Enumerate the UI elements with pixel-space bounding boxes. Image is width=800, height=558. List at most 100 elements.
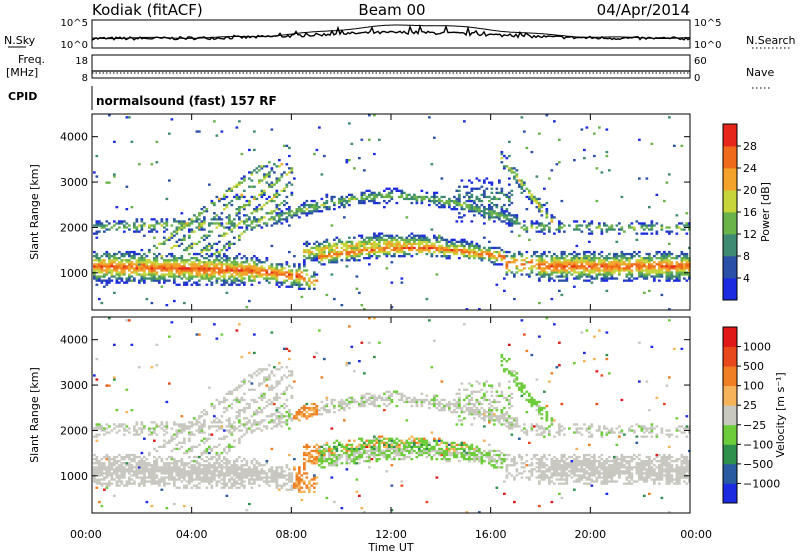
velocity-cell: [93, 436, 96, 438]
power-cell: [373, 237, 376, 239]
velocity-cell: [261, 476, 264, 478]
velocity-cell: [161, 472, 164, 474]
power-cell: [591, 261, 594, 263]
power-cell: [541, 259, 544, 261]
velocity-cell: [186, 464, 189, 466]
velocity-cell: [226, 460, 229, 462]
power-cell: [371, 237, 374, 239]
power-cell: [166, 267, 169, 269]
velocity-cell: [291, 372, 294, 374]
power-cell: [321, 255, 324, 257]
power-cell: [583, 257, 586, 259]
power-cell: [483, 237, 486, 239]
power-cell: [481, 200, 484, 202]
power-cell: [553, 120, 556, 122]
power-cell: [473, 247, 476, 249]
power-cell: [533, 253, 536, 255]
power-cell: [293, 214, 296, 216]
power-cell: [373, 241, 376, 243]
velocity-cell: [198, 417, 201, 419]
power-cell: [481, 204, 484, 206]
power-cell: [593, 133, 596, 135]
power-cell: [211, 255, 214, 257]
velocity-cell: [306, 446, 309, 448]
velocity-cell: [223, 483, 226, 485]
power-cell: [416, 243, 419, 245]
power-cell: [606, 255, 609, 257]
power-cell: [268, 175, 271, 177]
power-cell: [481, 210, 484, 212]
velocity-cell: [153, 478, 156, 480]
power-cell: [538, 133, 541, 135]
power-cell: [551, 257, 554, 259]
power-cell: [238, 184, 241, 186]
velocity-cell: [228, 450, 231, 452]
power-cell: [216, 243, 219, 245]
power-cell: [553, 267, 556, 269]
power-cell: [326, 255, 329, 257]
velocity-cell: [191, 450, 194, 452]
velocity-cell: [213, 462, 216, 464]
power-cell: [611, 226, 614, 228]
power-cell: [448, 247, 451, 249]
velocity-cell: [176, 466, 179, 468]
velocity-cell: [116, 485, 119, 487]
power-cell: [283, 204, 286, 206]
power-cell: [443, 251, 446, 253]
velocity-cell: [171, 436, 174, 438]
velocity-cell: [288, 474, 291, 476]
power-cell: [503, 255, 506, 257]
velocity-cell: [166, 476, 169, 478]
power-cell: [163, 269, 166, 271]
velocity-cell: [258, 372, 261, 374]
power-cell: [176, 275, 179, 277]
power-cell: [643, 273, 646, 275]
power-cell: [393, 237, 396, 239]
velocity-cell: [238, 478, 241, 480]
power-cell: [136, 231, 139, 233]
power-cell: [488, 204, 491, 206]
velocity-cell: [201, 458, 204, 460]
power-cell: [276, 190, 279, 192]
power-cell: [226, 271, 229, 273]
velocity-cell: [268, 376, 271, 378]
power-cell: [198, 226, 201, 228]
power-cell: [166, 265, 169, 267]
power-cell: [453, 208, 456, 210]
power-cell: [153, 273, 156, 275]
power-cell: [153, 269, 156, 271]
power-cell: [246, 265, 249, 267]
power-cell: [473, 253, 476, 255]
power-cell: [151, 224, 154, 226]
power-cell: [231, 273, 234, 275]
power-cell: [348, 241, 351, 243]
power-cell: [596, 263, 599, 265]
power-cell: [176, 265, 179, 267]
power-cell: [263, 267, 266, 269]
velocity-cell: [201, 472, 204, 474]
power-cell: [593, 269, 596, 271]
power-cell: [648, 255, 651, 257]
power-cell: [413, 194, 416, 196]
power-cell: [498, 212, 501, 214]
power-cell: [451, 245, 454, 247]
power-cell: [493, 220, 496, 222]
velocity-cell: [238, 419, 241, 421]
power-cell: [468, 192, 471, 194]
power-cell: [631, 275, 634, 277]
velocity-cell: [223, 462, 226, 464]
velocity-cell: [271, 468, 274, 470]
power-cell: [428, 245, 431, 247]
power-cell: [576, 271, 579, 273]
power-cell: [661, 265, 664, 267]
velocity-cell: [168, 476, 171, 478]
power-cell: [238, 275, 241, 277]
power-cell: [116, 222, 119, 224]
power-cell: [103, 269, 106, 271]
power-cell: [516, 222, 519, 224]
velocity-cell: [183, 505, 186, 507]
power-cell: [488, 212, 491, 214]
velocity-cell: [208, 446, 211, 448]
velocity-cell: [213, 415, 216, 417]
power-cell: [448, 255, 451, 257]
